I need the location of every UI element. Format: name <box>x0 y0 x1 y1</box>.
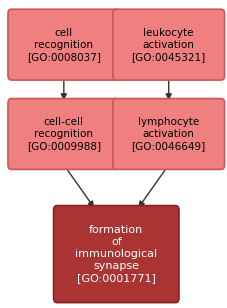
Text: cell-cell
recognition
[GO:0009988]: cell-cell recognition [GO:0009988] <box>27 117 101 151</box>
Text: formation
of
immunological
synapse
[GO:0001771]: formation of immunological synapse [GO:0… <box>75 225 157 283</box>
Text: lymphocyte
activation
[GO:0046649]: lymphocyte activation [GO:0046649] <box>131 117 205 151</box>
FancyBboxPatch shape <box>8 99 119 169</box>
FancyBboxPatch shape <box>112 99 224 169</box>
Text: cell
recognition
[GO:0008037]: cell recognition [GO:0008037] <box>27 28 100 62</box>
FancyBboxPatch shape <box>112 9 224 80</box>
FancyBboxPatch shape <box>8 9 119 80</box>
Text: leukocyte
activation
[GO:0045321]: leukocyte activation [GO:0045321] <box>131 28 205 62</box>
FancyBboxPatch shape <box>53 206 178 302</box>
